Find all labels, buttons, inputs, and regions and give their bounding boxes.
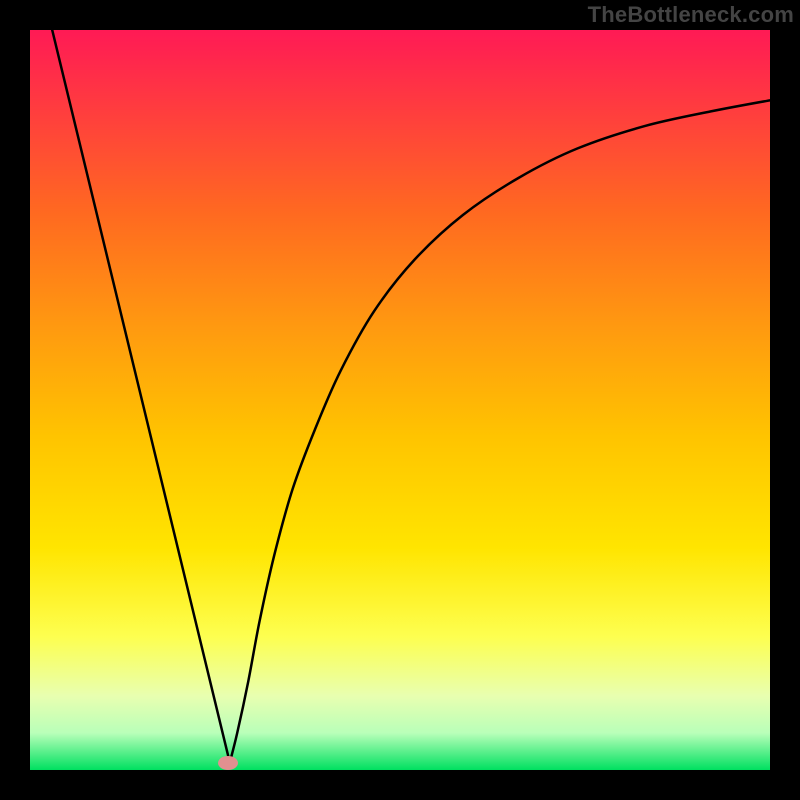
bottleneck-curve <box>30 30 770 770</box>
chart-frame: TheBottleneck.com <box>0 0 800 800</box>
plot-area <box>30 30 770 770</box>
attribution-label: TheBottleneck.com <box>588 2 794 28</box>
sweet-spot-marker <box>218 756 238 770</box>
